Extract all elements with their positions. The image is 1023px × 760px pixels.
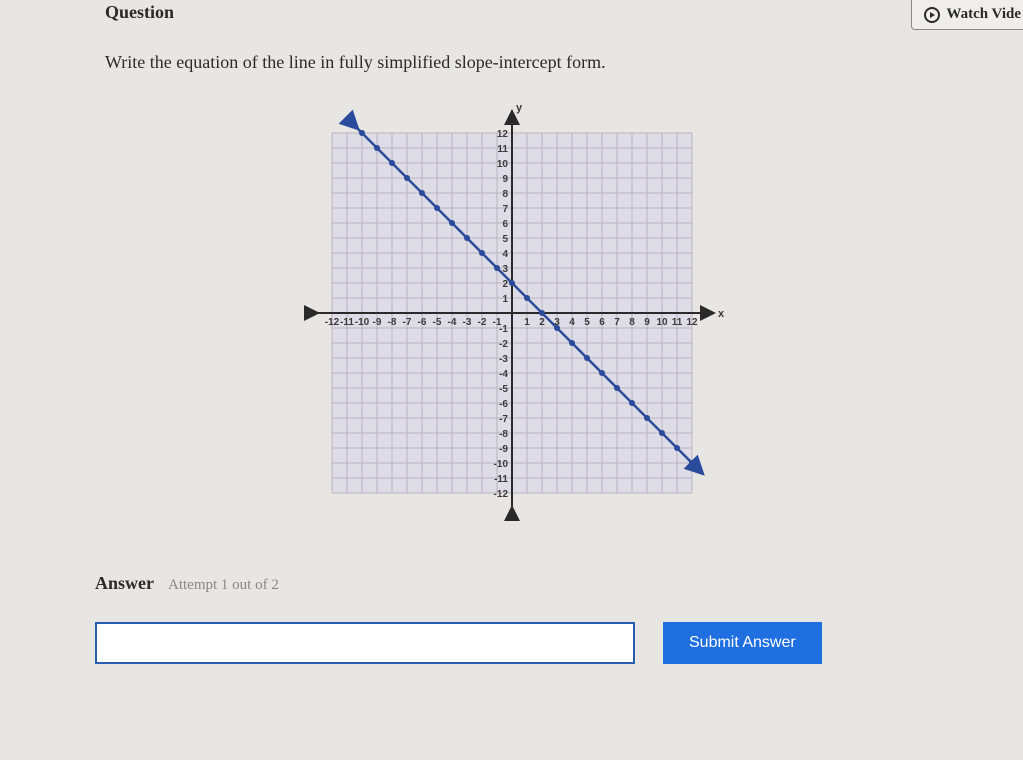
- svg-text:11: 11: [497, 144, 508, 155]
- svg-text:8: 8: [502, 189, 508, 200]
- svg-text:-8: -8: [387, 317, 396, 328]
- watch-video-label: Watch Vide: [946, 6, 1021, 23]
- svg-text:-11: -11: [494, 474, 508, 485]
- svg-text:-4: -4: [499, 369, 508, 380]
- svg-text:-3: -3: [499, 354, 508, 365]
- answer-heading: Answer: [95, 573, 154, 593]
- attempt-counter: Attempt 1 out of 2: [168, 577, 279, 593]
- question-heading: Question: [105, 0, 174, 23]
- svg-text:-9: -9: [499, 444, 508, 455]
- watch-video-button[interactable]: Watch Vide: [911, 0, 1023, 30]
- svg-text:1: 1: [524, 317, 530, 328]
- svg-text:-12: -12: [324, 317, 339, 328]
- svg-text:-6: -6: [417, 317, 426, 328]
- svg-text:12: 12: [496, 129, 508, 140]
- svg-text:5: 5: [502, 234, 508, 245]
- svg-text:10: 10: [656, 317, 668, 328]
- play-icon: [924, 7, 940, 23]
- svg-text:11: 11: [671, 317, 682, 328]
- svg-text:-8: -8: [499, 429, 508, 440]
- svg-text:2: 2: [539, 317, 545, 328]
- svg-text:-2: -2: [477, 317, 486, 328]
- svg-text:4: 4: [569, 317, 575, 328]
- svg-text:8: 8: [629, 317, 635, 328]
- svg-text:6: 6: [502, 219, 508, 230]
- svg-text:-1: -1: [499, 324, 508, 335]
- svg-text:1: 1: [502, 294, 508, 305]
- svg-text:4: 4: [502, 249, 508, 260]
- svg-text:7: 7: [614, 317, 620, 328]
- svg-text:-3: -3: [462, 317, 471, 328]
- svg-text:6: 6: [599, 317, 605, 328]
- svg-text:-6: -6: [499, 399, 508, 410]
- svg-text:y: y: [516, 102, 523, 114]
- svg-text:-10: -10: [354, 317, 369, 328]
- svg-text:-5: -5: [499, 384, 508, 395]
- svg-text:-7: -7: [402, 317, 411, 328]
- coordinate-graph: -12-11-10-9-8-7-6-5-4-3-2-11234567891011…: [292, 93, 732, 533]
- question-prompt: Write the equation of the line in fully …: [0, 30, 1023, 73]
- svg-text:-11: -11: [340, 317, 354, 328]
- svg-text:5: 5: [584, 317, 590, 328]
- svg-text:-7: -7: [499, 414, 508, 425]
- svg-text:-10: -10: [493, 459, 508, 470]
- submit-answer-button[interactable]: Submit Answer: [663, 622, 822, 664]
- svg-text:-2: -2: [499, 339, 508, 350]
- svg-text:9: 9: [644, 317, 650, 328]
- svg-text:x: x: [718, 308, 725, 320]
- svg-text:-9: -9: [372, 317, 381, 328]
- svg-text:-12: -12: [493, 489, 508, 500]
- svg-text:9: 9: [502, 174, 508, 185]
- svg-text:7: 7: [502, 204, 508, 215]
- answer-input[interactable]: [95, 622, 635, 664]
- svg-text:-5: -5: [432, 317, 441, 328]
- svg-text:-4: -4: [447, 317, 456, 328]
- svg-text:2: 2: [502, 279, 508, 290]
- svg-text:12: 12: [686, 317, 698, 328]
- svg-text:10: 10: [496, 159, 508, 170]
